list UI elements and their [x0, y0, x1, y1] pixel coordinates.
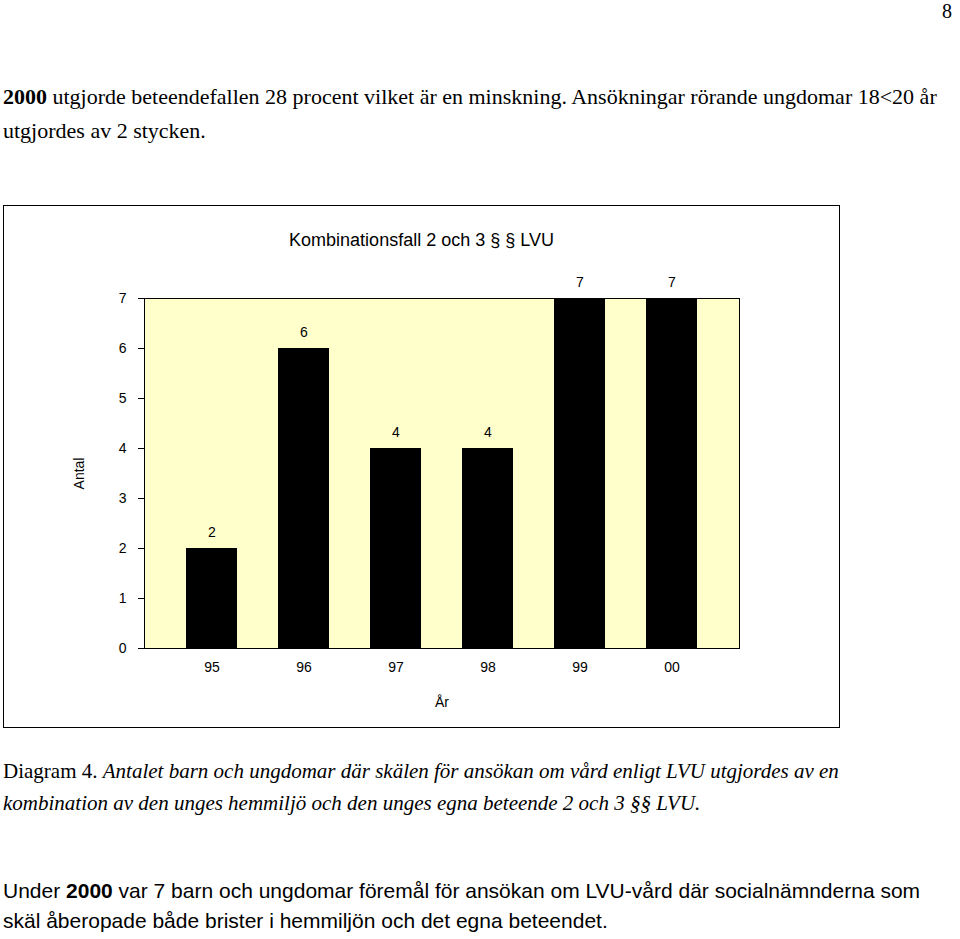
- svg-text:98: 98: [480, 659, 496, 675]
- svg-text:7: 7: [119, 290, 127, 306]
- svg-text:4: 4: [484, 424, 492, 440]
- svg-text:År: År: [435, 694, 449, 710]
- svg-text:00: 00: [664, 659, 680, 675]
- html-text:8: 8: [942, 0, 952, 22]
- svg-text:97: 97: [388, 659, 404, 675]
- svg-text:4: 4: [392, 424, 400, 440]
- html-text:Kombinationsfall 2 och 3 § § L: Kombinationsfall 2 och 3 § § LVU: [289, 230, 554, 250]
- svg-text:7: 7: [668, 274, 676, 290]
- svg-text:0: 0: [119, 640, 127, 656]
- svg-text:2: 2: [208, 524, 216, 540]
- svg-text:1: 1: [119, 590, 127, 606]
- svg-text:6: 6: [119, 340, 127, 356]
- html-text:Under 2000 var 7 barn och ungd: Under 2000 var 7 barn och ungdomar förem…: [3, 879, 921, 933]
- svg-text:95: 95: [204, 659, 220, 675]
- svg-text:6: 6: [300, 324, 308, 340]
- svg-text:3: 3: [119, 490, 127, 506]
- svg-text:Antal: Antal: [71, 458, 87, 490]
- svg-text:99: 99: [572, 659, 588, 675]
- svg-text:4: 4: [119, 440, 127, 456]
- svg-text:96: 96: [296, 659, 312, 675]
- svg-text:2: 2: [119, 540, 127, 556]
- svg-text:5: 5: [119, 390, 127, 406]
- html-text:2000 utgjorde beteendefallen 2: 2000 utgjorde beteendefallen 28 procent …: [3, 84, 937, 144]
- html-text:Diagram 4. Antalet barn och un: Diagram 4. Antalet barn och ungdomar där…: [3, 759, 839, 815]
- svg-text:7: 7: [576, 274, 584, 290]
